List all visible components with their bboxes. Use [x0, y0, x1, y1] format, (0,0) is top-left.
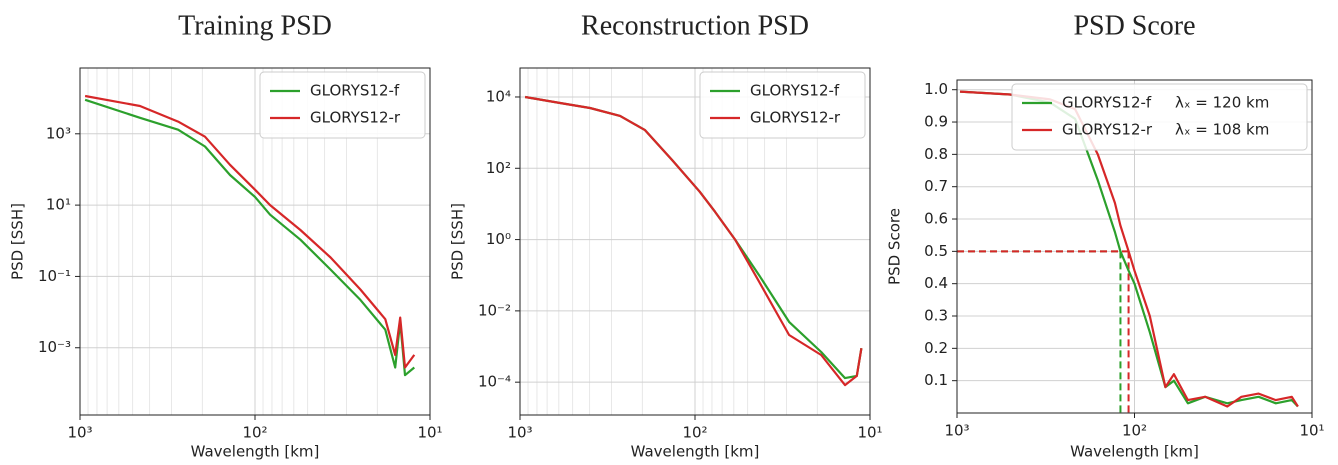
y-tick-label: 0.2 [924, 339, 948, 357]
x-axis-label: Wavelength [km] [631, 443, 760, 461]
y-tick-label: 10¹ [46, 196, 71, 214]
x-tick-label: 10¹ [417, 424, 442, 442]
y-tick-label: 0.1 [924, 371, 948, 389]
y-tick-label: 1.0 [924, 80, 948, 98]
legend-label: GLORYS12-r [750, 109, 841, 127]
x-tick-label: 10¹ [857, 424, 882, 442]
y-tick-label: 10⁻³ [38, 338, 71, 356]
plot-frame [519, 67, 871, 416]
x-tick-label: 10² [242, 424, 267, 442]
x-tick-label: 10³ [944, 422, 969, 440]
subplot: 10³ 10² 10¹ 10⁴ 10² 10⁰ 10⁻² 10⁻⁴ Reconstruction… [449, 10, 883, 460]
y-tick-label: 0.9 [924, 113, 948, 131]
subplot: 10³ 10² 10¹ 10³ 10¹ 10⁻¹ 10⁻³ Training PSD Wavel… [9, 10, 443, 460]
legend-cutoff: λₓ = 120 km [1175, 94, 1269, 112]
y-axis-label: PSD Score [886, 208, 904, 285]
chart-title: Training PSD [178, 10, 332, 41]
chart-title: Reconstruction PSD [581, 10, 809, 41]
x-tick-label: 10³ [507, 424, 532, 442]
x-tick-label: 10¹ [1299, 422, 1324, 440]
x-axis-label: Wavelength [km] [191, 443, 320, 461]
y-tick-label: 10³ [46, 124, 71, 142]
plot-frame [956, 79, 1313, 414]
x-tick-label: 10² [682, 424, 707, 442]
y-tick-label: 0.8 [924, 145, 948, 163]
series-line [84, 94, 416, 369]
legend-label: GLORYS12-r [1062, 121, 1153, 139]
series-line [524, 95, 863, 380]
x-tick-label: 10² [1122, 422, 1147, 440]
y-tick-label: 10⁻¹ [38, 267, 71, 285]
x-axis-label: Wavelength [km] [1070, 443, 1199, 461]
y-tick-label: 0.6 [924, 210, 948, 228]
legend-label: GLORYS12-r [310, 109, 401, 127]
legend-cutoff: λₓ = 108 km [1175, 121, 1269, 139]
y-tick-label: 0.5 [924, 242, 948, 260]
legend-box [1011, 83, 1308, 151]
legend-label: GLORYS12-f [1062, 94, 1152, 112]
series-line [524, 95, 863, 387]
y-tick-label: 0.7 [924, 177, 948, 195]
legend-label: GLORYS12-f [750, 82, 840, 100]
plot-frame [79, 67, 431, 416]
legend-box [259, 71, 426, 139]
y-axis-label: PSD [SSH] [9, 203, 27, 280]
y-axis-label: PSD [SSH] [449, 203, 467, 280]
y-tick-label: 10⁻⁴ [478, 373, 511, 391]
y-tick-label: 10⁰ [486, 230, 511, 248]
legend-box [699, 71, 866, 139]
chart-title: PSD Score [1073, 10, 1195, 41]
subplot: 10³ 10² 10¹ 0.1 0.2 0.3 0.4 0.5 0.6 0.7 0.8 0.9 1.0 P… [886, 10, 1325, 460]
y-tick-label: 10² [486, 159, 511, 177]
y-tick-label: 10⁻² [478, 301, 511, 319]
y-tick-label: 0.4 [924, 274, 948, 292]
series-line [84, 98, 416, 377]
x-tick-label: 10³ [67, 424, 92, 442]
legend-label: GLORYS12-f [310, 82, 400, 100]
y-tick-label: 10⁴ [486, 87, 511, 105]
y-tick-label: 0.3 [924, 307, 948, 325]
